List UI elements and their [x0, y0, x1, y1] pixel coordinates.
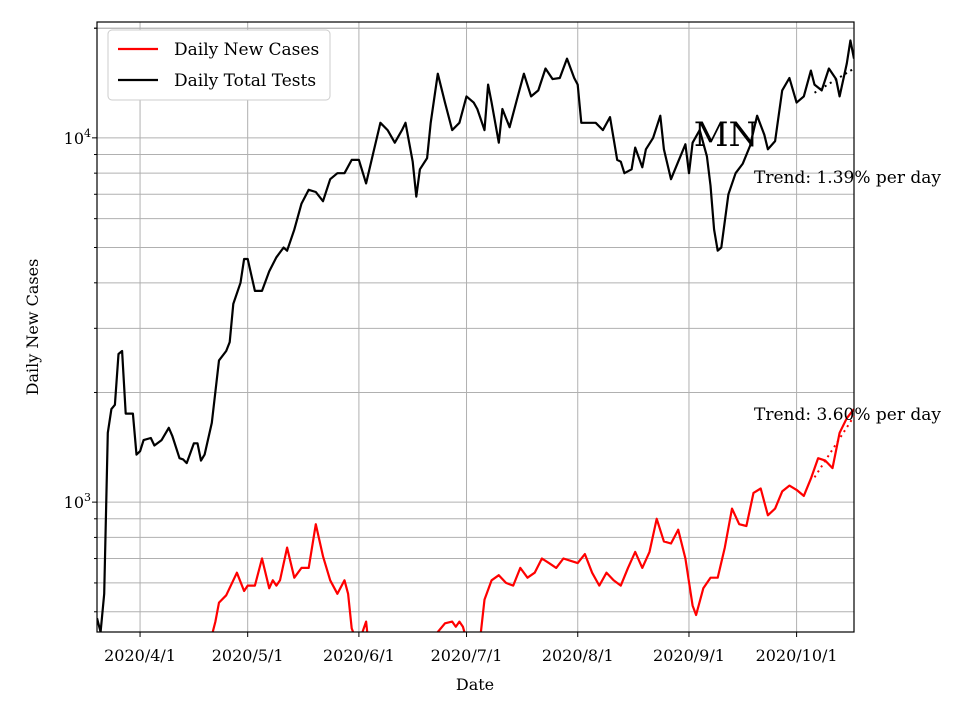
chart-state-label: MN [694, 115, 759, 155]
y-tick-label-1: 104 [64, 127, 91, 148]
series-layer [97, 39, 854, 632]
legend-label-cases: Daily New Cases [174, 40, 319, 60]
x-tick-label-5: 2020/9/1 [653, 646, 725, 665]
x-tick-label-1: 2020/5/1 [212, 646, 284, 665]
series-line-daily-new-cases [211, 408, 854, 632]
legend-label-tests: Daily Total Tests [174, 71, 316, 91]
axis-ticks: 2020/4/1 2020/5/1 2020/6/1 2020/7/1 2020/8/1… [64, 27, 838, 665]
annotations: Trend: 3.60% per day Trend: 1.39% per day [754, 67, 941, 478]
x-axis-title: Date [456, 675, 494, 694]
trend-label-0: Trend: 3.60% per day [754, 405, 941, 425]
x-tick-label-6: 2020/10/1 [756, 646, 838, 665]
series-line-daily-total-tests [97, 39, 854, 632]
trend-line-0 [813, 415, 855, 478]
legend-box [107, 29, 331, 101]
y-tick-label-0: 103 [64, 491, 91, 512]
gridlines [97, 22, 854, 632]
trend-label-1: Trend: 1.39% per day [754, 168, 941, 188]
plot-frame [96, 21, 855, 633]
y-axis-title: Daily New Cases [23, 259, 42, 396]
x-tick-label-3: 2020/7/1 [431, 646, 503, 665]
x-tick-label-4: 2020/8/1 [542, 646, 614, 665]
trend-line-1 [814, 67, 855, 94]
x-tick-label-2: 2020/6/1 [323, 646, 395, 665]
x-tick-label-0: 2020/4/1 [104, 646, 176, 665]
legend: Daily New Cases Daily Total Tests [107, 29, 331, 101]
